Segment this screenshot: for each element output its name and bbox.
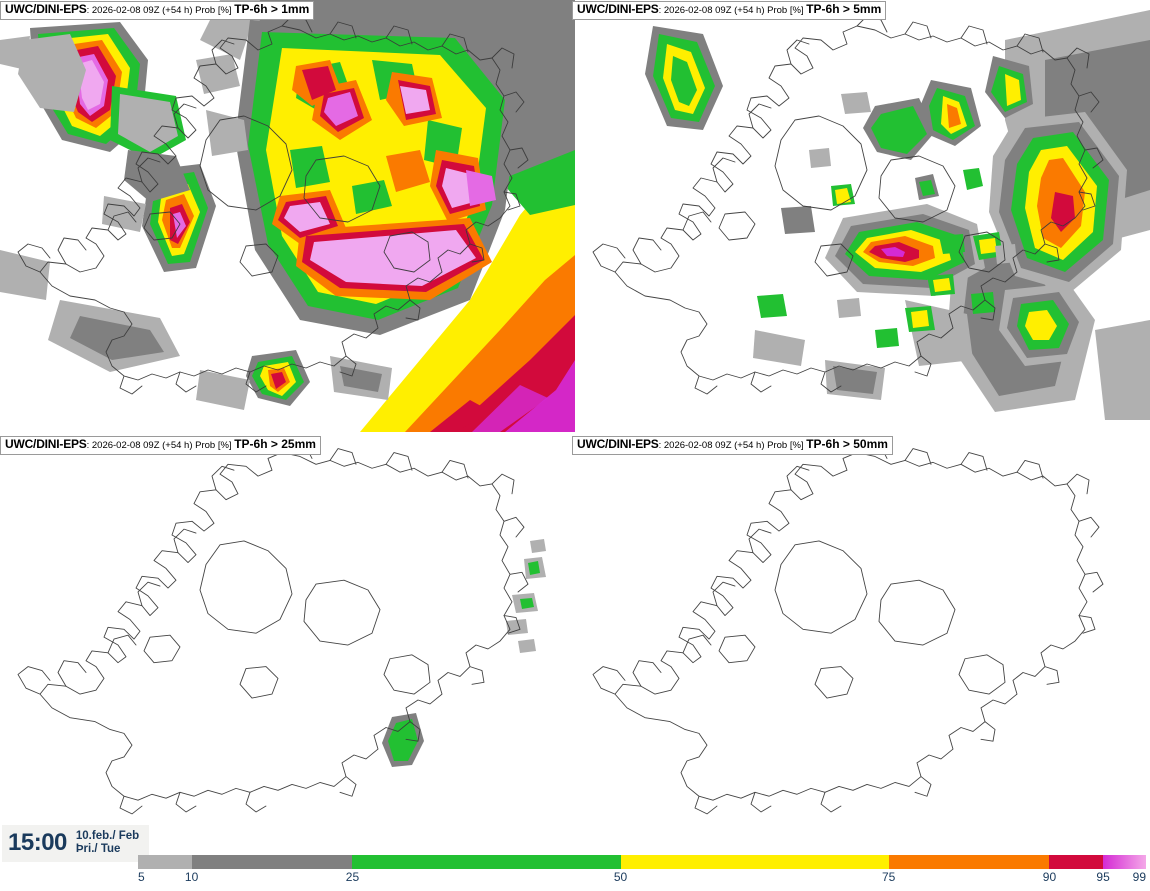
colorbar-tick-25: 25 — [345, 870, 360, 884]
valid-time-clock: 15:00 — [8, 829, 67, 856]
panel-grid: UWC/DINI-EPS: 2026-02-08 09Z (+54 h) Pro… — [0, 0, 1150, 845]
colorbar-tick-99: 99 — [1132, 870, 1146, 884]
panel-title-tp6h-25mm: UWC/DINI-EPS: 2026-02-08 09Z (+54 h) Pro… — [0, 436, 321, 455]
colorbar-tick-90: 90 — [1042, 870, 1057, 884]
valid-date-line2: Þri./ Tue — [75, 843, 121, 855]
panel-title-tp6h-50mm: UWC/DINI-EPS: 2026-02-08 09Z (+54 h) Pro… — [572, 436, 893, 455]
colorbar-segment-orange — [888, 855, 1050, 869]
map-canvas-1mm — [0, 0, 575, 432]
map-panel-tp6h-50mm[interactable] — [575, 435, 1150, 845]
valid-date-line1: 10.feb./ Feb — [75, 830, 140, 842]
map-panel-tp6h-1mm[interactable] — [0, 0, 575, 432]
map-panel-tp6h-25mm[interactable] — [0, 435, 575, 845]
panel-title-variable: TP-6h > 25mm — [234, 437, 316, 451]
colorbar-tick-75: 75 — [881, 870, 896, 884]
colorbar-segment-green — [352, 855, 621, 869]
colorbar-tick-labels: 5 10 25 50 75 90 95 99 — [0, 870, 1150, 888]
map-panel-tp6h-5mm[interactable] — [575, 0, 1150, 432]
colorbar-segment-magenta-gradient — [1103, 855, 1146, 869]
colorbar-segment-yellow — [620, 855, 889, 869]
colorbar-tick-10: 10 — [184, 870, 199, 884]
panel-title-model: UWC/DINI-EPS — [5, 2, 87, 16]
panel-title-variable: TP-6h > 1mm — [234, 2, 310, 16]
panel-title-variable: TP-6h > 50mm — [806, 437, 888, 451]
panel-title-tp6h-5mm: UWC/DINI-EPS: 2026-02-08 09Z (+54 h) Pro… — [572, 1, 887, 20]
colorbar-tick-50: 50 — [613, 870, 628, 884]
panel-title-run: : 2026-02-08 09Z (+54 h) Prob [%] — [86, 5, 235, 16]
colorbar-tick-5: 5 — [138, 870, 145, 884]
panel-title-model: UWC/DINI-EPS — [577, 2, 659, 16]
panel-title-run: : 2026-02-08 09Z (+54 h) Prob [%] — [658, 440, 807, 451]
map-canvas-5mm — [575, 0, 1150, 432]
colorbar-segment-light-gray — [138, 855, 192, 869]
panel-title-tp6h-1mm: UWC/DINI-EPS: 2026-02-08 09Z (+54 h) Pro… — [0, 1, 315, 20]
map-canvas-25mm — [0, 435, 575, 845]
valid-date: 10.feb./ Feb Þri./ Tue — [76, 830, 139, 856]
panel-title-model: UWC/DINI-EPS — [577, 437, 659, 451]
colorbar-segment-crimson — [1049, 855, 1104, 869]
probability-colorbar — [138, 855, 1146, 869]
valid-time-stamp: 15:00 10.feb./ Feb Þri./ Tue — [2, 825, 150, 862]
panel-title-run: : 2026-02-08 09Z (+54 h) Prob [%] — [658, 5, 807, 16]
footer: 15:00 10.feb./ Feb Þri./ Tue 5 10 25 50 75 90… — [0, 822, 1150, 891]
panel-title-run: : 2026-02-08 09Z (+54 h) Prob [%] — [86, 440, 235, 451]
colorbar-segment-dark-gray — [191, 855, 353, 869]
map-canvas-50mm — [575, 435, 1150, 845]
colorbar-tick-95: 95 — [1096, 870, 1110, 884]
panel-title-model: UWC/DINI-EPS — [5, 437, 87, 451]
panel-title-variable: TP-6h > 5mm — [806, 2, 882, 16]
